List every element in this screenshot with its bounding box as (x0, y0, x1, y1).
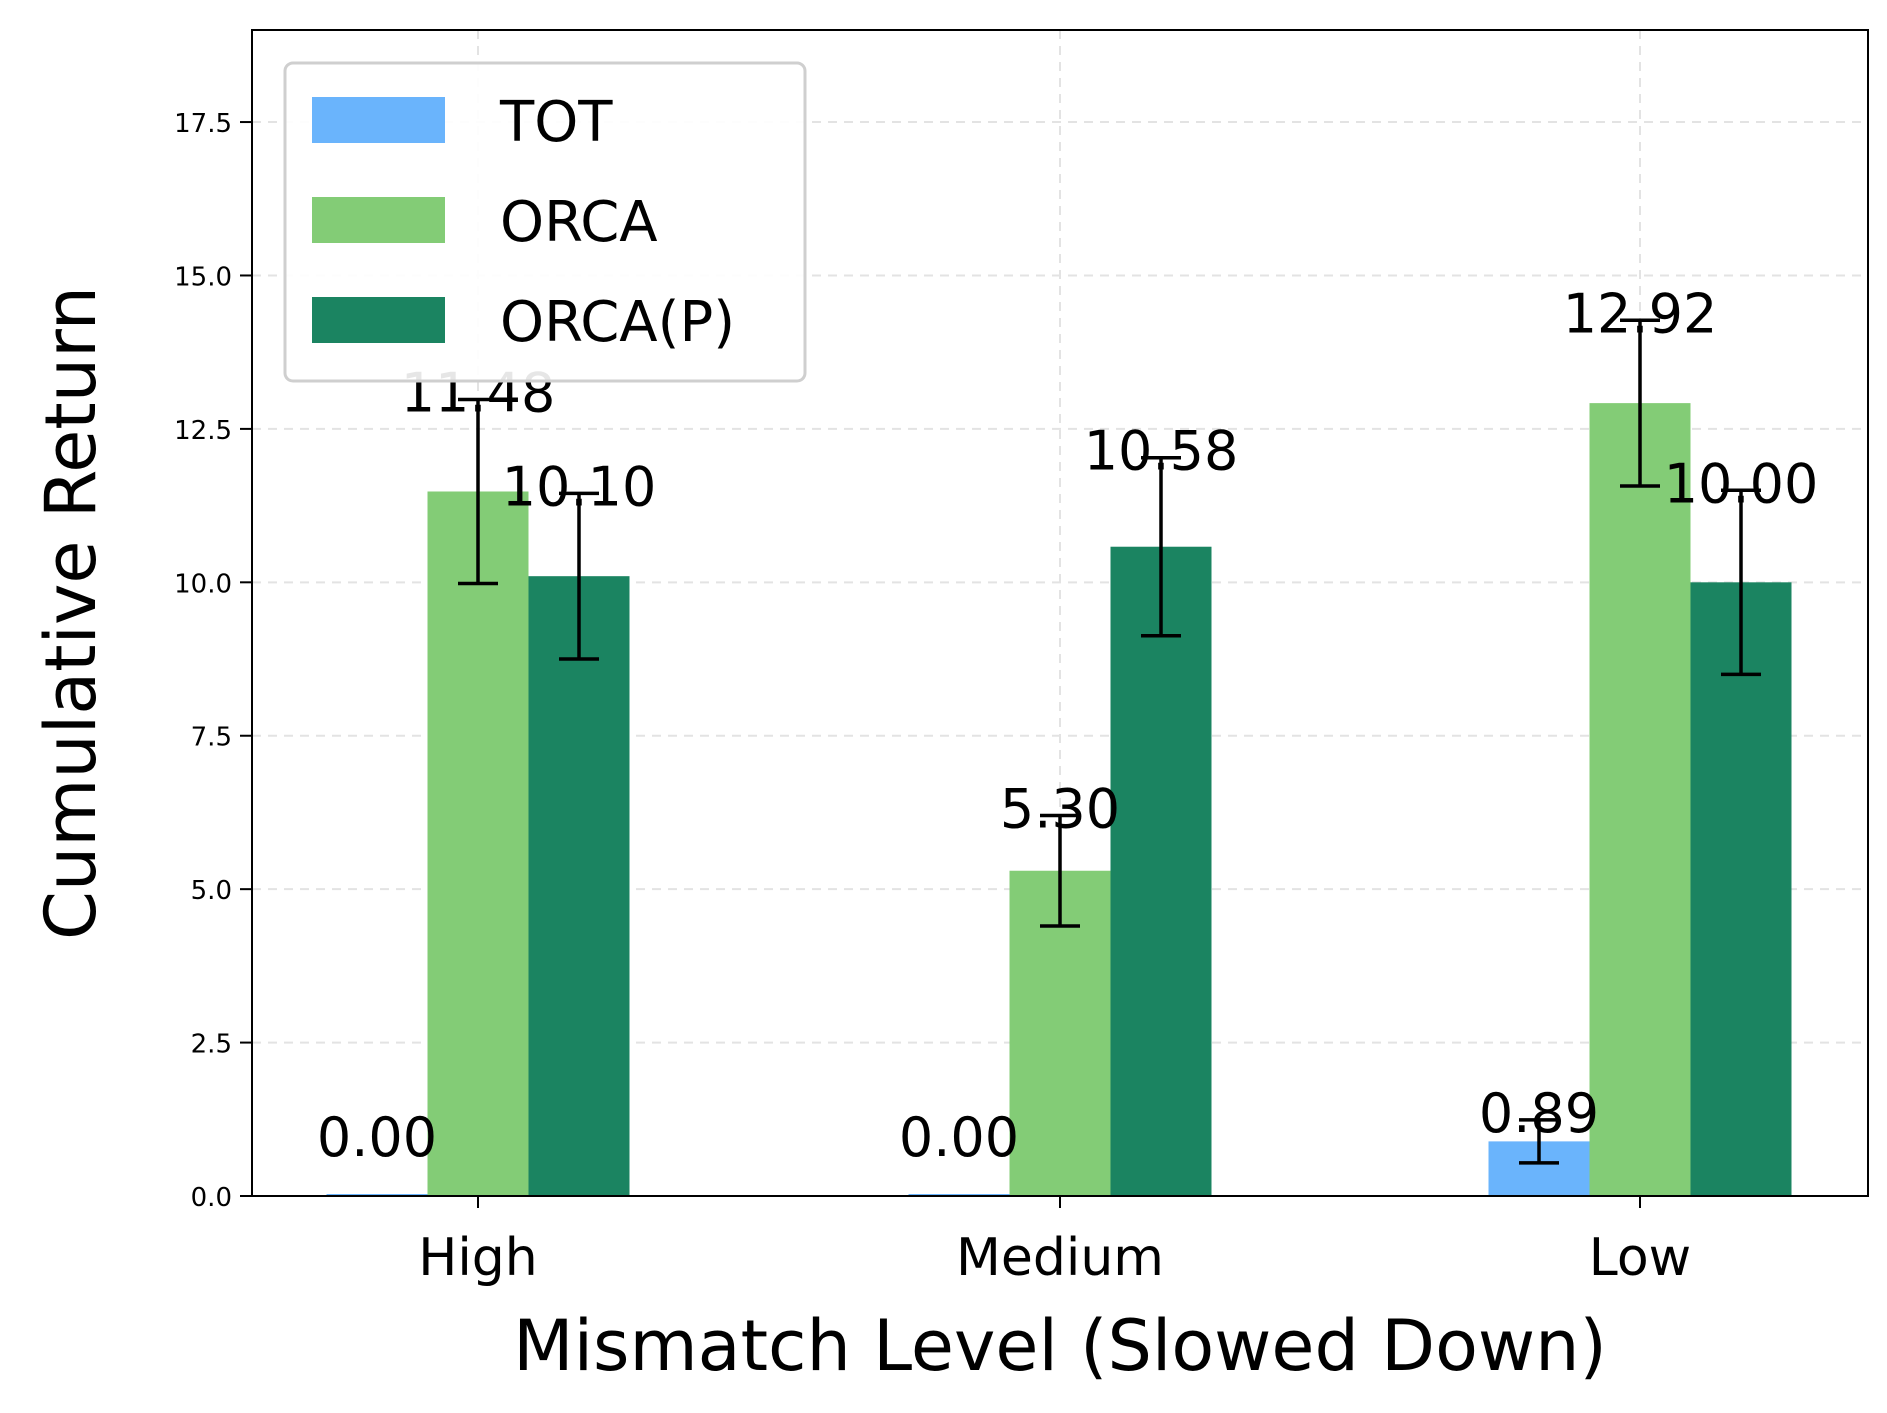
data-label: 0.00 (317, 1106, 437, 1169)
x-tick-label: Medium (956, 1228, 1164, 1288)
x-tick-label: High (418, 1228, 538, 1288)
legend-label: ORCA(P) (500, 290, 735, 355)
data-label: 12.92 (1563, 282, 1718, 345)
data-label: 10.00 (1664, 452, 1819, 515)
legend-swatch (312, 197, 445, 243)
x-axis-ticks: High Medium Low (418, 1196, 1691, 1288)
y-tick-label: 15.0 (174, 262, 232, 292)
bar (528, 576, 630, 1196)
x-tick-label: Low (1589, 1228, 1691, 1288)
legend-label: TOT (499, 90, 613, 155)
y-tick-label: 5.0 (191, 876, 232, 906)
data-label: 10.10 (502, 455, 657, 518)
data-label: 0.89 (1479, 1082, 1599, 1145)
bar (427, 491, 529, 1196)
y-axis-title: Cumulative Return (30, 286, 112, 940)
bar (1690, 582, 1792, 1196)
bars (326, 403, 1792, 1196)
x-axis-title: Mismatch Level (Slowed Down) (513, 1305, 1607, 1387)
y-tick-label: 10.0 (174, 569, 232, 599)
y-tick-label: 2.5 (191, 1030, 232, 1060)
y-tick-label: 17.5 (174, 109, 232, 139)
legend-label: ORCA (500, 190, 658, 255)
bar (1110, 546, 1212, 1196)
legend-swatch (312, 297, 445, 343)
data-label: 10.58 (1084, 420, 1239, 483)
legend: TOT ORCA ORCA(P) (283, 61, 807, 383)
y-tick-label: 7.5 (191, 723, 232, 753)
y-tick-label: 0.0 (191, 1183, 232, 1213)
y-axis-ticks: 0.0 2.5 5.0 7.5 10.0 12.5 15.0 17.5 (174, 109, 252, 1213)
legend-swatch (312, 97, 445, 143)
data-label: 0.00 (899, 1106, 1019, 1169)
bar (1589, 403, 1691, 1196)
data-label: 5.30 (1000, 778, 1120, 841)
error-bars (458, 318, 1761, 1165)
y-tick-label: 12.5 (174, 416, 232, 446)
